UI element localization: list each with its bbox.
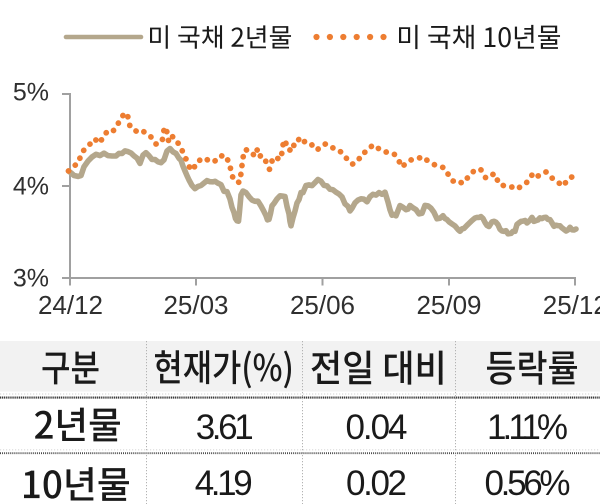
svg-text:25/12: 25/12 [543,290,600,320]
svg-text:0.02: 0.02 [346,464,407,503]
svg-text:25/06: 25/06 [290,290,355,320]
svg-text:4%: 4% [13,173,49,201]
svg-text:24/12: 24/12 [38,290,103,320]
svg-text:1.11%: 1.11% [487,408,568,447]
svg-text:4.19: 4.19 [195,464,253,503]
svg-text:0.04: 0.04 [346,408,408,447]
svg-text:3%: 3% [13,265,49,293]
svg-text:0.56%: 0.56% [485,464,571,503]
svg-text:5%: 5% [13,79,49,107]
svg-text:25/03: 25/03 [163,290,228,320]
svg-text:25/09: 25/09 [416,290,481,320]
svg-text:3.61: 3.61 [196,408,254,447]
